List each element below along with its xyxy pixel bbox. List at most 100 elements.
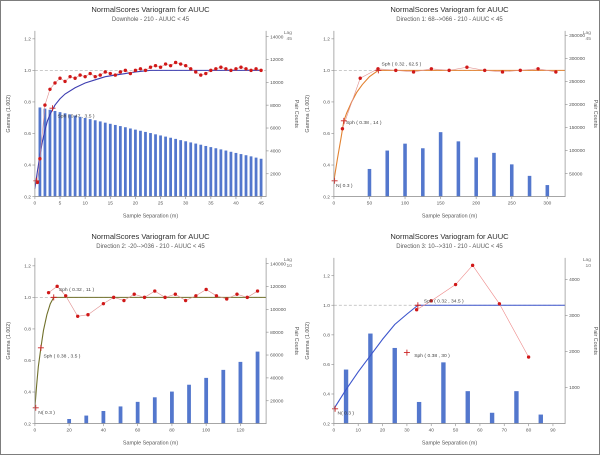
y2-tick-label: 350000	[569, 33, 585, 39]
y-tick-label: 0.4	[24, 163, 31, 169]
experimental-point	[194, 70, 198, 74]
pair-count-bar	[118, 126, 122, 197]
pair-count-bar	[527, 175, 532, 197]
experimental-point	[113, 73, 118, 77]
experimental-point	[173, 60, 178, 65]
chart-title: NormalScores Variogram for AUUC	[390, 231, 509, 240]
pair-count-bar	[509, 164, 514, 197]
variogram-panel-direction-1[interactable]: NormalScores Variogram for AUUC Directio…	[300, 1, 599, 228]
experimental-point	[48, 87, 52, 91]
experimental-line	[37, 62, 262, 183]
pair-count-bar	[238, 361, 243, 424]
x-tick-label: 100	[401, 201, 409, 207]
pair-count-bar	[154, 134, 157, 197]
x-tick-label: 80	[169, 427, 175, 433]
chart-title: NormalScores Variogram for AUUC	[390, 5, 509, 14]
pair-count-bar	[68, 114, 72, 197]
variogram-panel-downhole[interactable]: NormalScores Variogram for AUUC Downhole…	[1, 1, 300, 228]
y-tick-label: 0.2	[323, 421, 330, 427]
pair-count-bar	[174, 138, 178, 197]
model-annotation: Sph ( 0.32 , 34.5 )	[424, 298, 464, 304]
experimental-point	[249, 68, 253, 73]
x-axis-label: Sample Separation (m)	[422, 214, 477, 220]
y-axis-label-left: Gamma (1.002)	[6, 321, 12, 359]
pair-count-bar	[367, 168, 372, 197]
pair-count-bar	[254, 157, 258, 197]
model-curve	[333, 304, 566, 409]
pair-count-bar	[170, 391, 174, 424]
y2-tick-label: 300000	[569, 56, 585, 62]
x-tick-label: 40	[101, 427, 107, 433]
experimental-point	[235, 292, 239, 296]
pair-count-bar	[465, 390, 470, 424]
model-node-marker	[332, 405, 339, 412]
experimental-point	[526, 354, 531, 359]
experimental-point	[204, 71, 208, 76]
experimental-point	[168, 63, 173, 68]
pair-count-bar	[88, 119, 92, 197]
experimental-point	[255, 288, 260, 293]
pair-count-bar	[53, 111, 57, 197]
y-tick-label: 1.0	[323, 68, 330, 74]
x-tick-label: 10	[82, 201, 88, 207]
y-tick-label: 0.8	[323, 100, 330, 106]
pair-count-bar	[187, 384, 191, 424]
experimental-point	[224, 67, 228, 71]
x-tick-label: 150	[437, 201, 445, 207]
y2-tick-label: 2000	[569, 349, 580, 355]
y2-tick-label: 20000	[270, 398, 284, 404]
lag-legend-value: 45	[286, 36, 292, 42]
y2-tick-label: 100000	[270, 307, 286, 313]
pair-count-bar	[135, 401, 140, 424]
model-annotation: N( 0.3 )	[38, 410, 55, 416]
y-tick-label: 0.8	[323, 332, 330, 338]
variogram-panel-direction-3[interactable]: NormalScores Variogram for AUUC Directio…	[300, 228, 599, 455]
plot-layer: Sph ( 0.47 , 3.5 ) 0 5 10 15 20 25 30 35 40 45 0.2 0…	[24, 30, 284, 207]
pair-count-bar	[103, 122, 107, 197]
x-tick-label: 100	[202, 427, 210, 433]
experimental-point	[53, 81, 57, 85]
experimental-point	[259, 68, 263, 73]
pair-count-bar	[194, 143, 198, 197]
pair-count-bar	[38, 107, 42, 197]
pair-count-bar	[164, 136, 167, 197]
experimental-point	[214, 67, 218, 71]
experimental-point	[122, 298, 126, 302]
model-node-marker	[403, 349, 410, 356]
x-tick-label: 20	[380, 427, 386, 433]
plot-layer: Sph ( 0.32 , 11 ) Sph ( 0.38 , 3.5 ) N( 0.…	[24, 257, 286, 433]
pair-count-bar	[43, 108, 47, 197]
x-axis-label: Sample Separation (m)	[422, 440, 477, 446]
y2-tick-label: 4000	[270, 149, 281, 155]
pair-count-bar	[123, 127, 127, 197]
experimental-point	[163, 62, 168, 66]
pair-count-bar	[159, 135, 162, 197]
variogram-panel-direction-2[interactable]: NormalScores Variogram for AUUC Directio…	[1, 228, 300, 455]
pair-count-bar	[139, 130, 142, 197]
x-tick-label: 0	[333, 201, 336, 207]
model-node-marker	[50, 293, 57, 300]
experimental-point	[219, 65, 223, 69]
lag-legend-label: Lag	[284, 256, 293, 262]
experimental-point	[239, 65, 243, 69]
experimental-point	[103, 70, 107, 74]
model-node-marker	[414, 301, 421, 308]
experimental-point	[183, 63, 188, 68]
model-annotation: N( 0.3 )	[336, 183, 353, 189]
x-tick-label: 5	[59, 201, 62, 207]
x-axis-label: Sample Separation (m)	[123, 214, 178, 220]
pair-count-bar	[489, 412, 495, 424]
y-axis-label-right: Pair Counts	[293, 326, 299, 354]
experimental-point	[68, 74, 72, 79]
pair-count-bar	[234, 152, 238, 197]
pair-count-bar	[229, 151, 233, 197]
lag-legend-label: Lag	[583, 30, 592, 36]
x-tick-label: 15	[108, 201, 114, 207]
plot-layer: Sph ( 0.32 , 34.5 ) Sph ( 0.38 , 30 ) N( 0…	[323, 257, 580, 433]
experimental-point	[153, 288, 157, 293]
experimental-point	[46, 290, 51, 294]
y2-tick-label: 150000	[569, 125, 585, 131]
chart-subtitle: Direction 2: -20-->036 - 210 - AUUC < 45	[96, 243, 205, 249]
experimental-point	[497, 301, 502, 305]
